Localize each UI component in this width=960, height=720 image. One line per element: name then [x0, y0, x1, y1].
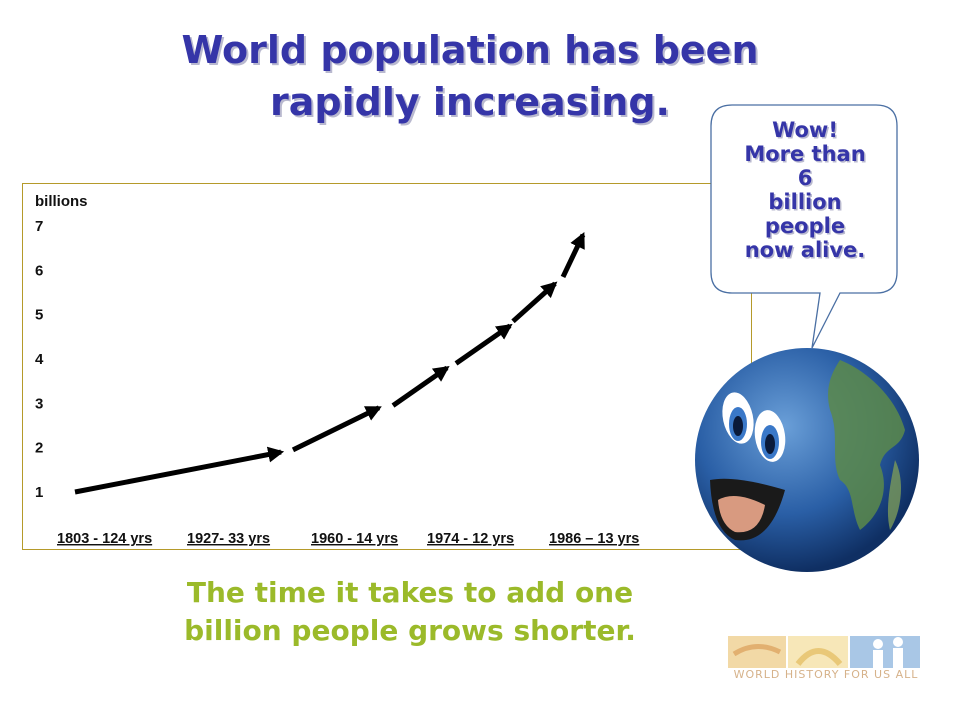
caption-line-1: The time it takes to add one [186, 576, 634, 609]
caption-line-2: billion people grows shorter. [184, 614, 636, 647]
globe-mascot-icon [695, 348, 919, 572]
y-tick-label: 3 [35, 395, 43, 412]
growth-arrow [291, 405, 382, 453]
growth-arrow [511, 281, 558, 324]
y-tick-label: 7 [35, 218, 43, 235]
growth-arrow [74, 446, 285, 495]
population-chart: billions 7 6 5 4 3 2 1 1803 - 124 yrs 1927- 33 … [35, 193, 639, 547]
bubble-line-5: people [764, 214, 846, 238]
x-axis-label: 1974 - 12 yrs [427, 531, 514, 547]
slide-title: World population has been rapidly increa… [90, 24, 850, 128]
y-tick-label: 4 [35, 351, 44, 368]
chart-frame: billions 7 6 5 4 3 2 1 1803 - 124 yrs 1927- 33 … [22, 183, 752, 550]
x-axis-label: 1803 - 124 yrs [57, 531, 152, 547]
growth-arrow [391, 365, 450, 408]
title-line-2: rapidly increasing. [270, 80, 670, 124]
y-tick-label: 2 [35, 440, 43, 457]
title-line-1: World population has been [181, 28, 759, 72]
growth-arrow [560, 231, 586, 279]
x-axis-label: 1960 - 14 yrs [311, 531, 398, 547]
bubble-line-3: 6 [797, 166, 813, 190]
y-axis-label: billions [35, 193, 88, 210]
logo-text: WORLD HISTORY FOR US ALL [733, 668, 919, 681]
y-tick-label: 6 [35, 262, 43, 279]
y-tick-label: 5 [35, 307, 43, 324]
bubble-text: Wow! More than 6 billion people now aliv… [712, 118, 898, 262]
world-history-logo [728, 636, 920, 668]
speech-bubble [710, 104, 898, 349]
x-axis-label: 1986 – 13 yrs [549, 531, 639, 547]
x-axis-label: 1927- 33 yrs [187, 531, 270, 547]
y-tick-label: 1 [35, 484, 43, 501]
bubble-line-1: Wow! [772, 118, 838, 142]
bubble-line-2: More than [744, 142, 866, 166]
bubble-line-4: billion [768, 190, 842, 214]
caption: The time it takes to add one billion peo… [90, 574, 730, 650]
bubble-line-6: now alive. [744, 238, 866, 262]
growth-arrow [454, 323, 513, 366]
